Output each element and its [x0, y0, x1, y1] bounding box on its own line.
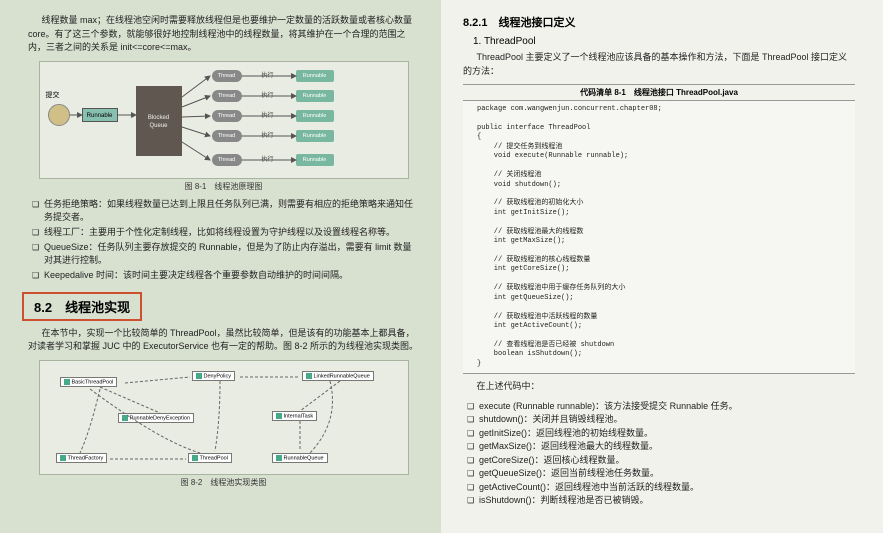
class-box: BasicThreadPool — [60, 377, 118, 387]
intro-paragraph: 线程数量 max；在线程池空闲时需要释放线程但是也要维护一定数量的活跃数量或者核… — [28, 14, 419, 55]
code-listing-title: 代码清单 8-1 线程池接口 ThreadPool.java — [463, 84, 855, 101]
after-code-para: 在上述代码中： — [463, 380, 855, 394]
exec-label: 执行 — [262, 110, 274, 119]
class-box: ThreadPool — [188, 453, 232, 463]
list-item: getActiveCount()：返回线程池中当前活跃的线程数量。 — [467, 481, 855, 495]
section-8-2-1-heading: 8.2.1 线程池接口定义 — [463, 14, 855, 30]
list-item: shutdown()：关闭并且销毁线程池。 — [467, 413, 855, 427]
class-box: DenyPolicy — [192, 371, 236, 381]
blocked-queue: Blocked Queue — [136, 86, 182, 156]
list-item: getQueueSize()：返回当前线程池任务数量。 — [467, 467, 855, 481]
feature-list: 任务拒绝策略：如果线程数量已达到上限且任务队列已满，则需要有相应的拒绝策略来通知… — [32, 198, 419, 282]
class-box: LinkedRunnableQueue — [302, 371, 374, 381]
threadpool-desc: ThreadPool 主要定义了一个线程池应该具备的基本操作和方法，下面是 Th… — [463, 51, 855, 78]
thread-bubble: Thread — [212, 110, 242, 122]
class-box: RunnableQueue — [272, 453, 328, 463]
list-item: QueueSize：任务队列主要存放提交的 Runnable，但是为了防止内存溢… — [32, 241, 419, 267]
list-item: getCoreSize()：返回核心线程数量。 — [467, 454, 855, 468]
right-page: 8.2.1 线程池接口定义 1. ThreadPool ThreadPool 主… — [441, 0, 883, 533]
list-item: execute (Runnable runnable)：该方法接受提交 Runn… — [467, 400, 855, 414]
thread-bubble: Thread — [212, 70, 242, 82]
section-8-2-intro: 在本节中，实现一个比较简单的 ThreadPool，虽然比较简单，但是该有的功能… — [28, 327, 419, 354]
section-8-2-heading: 8.2 线程池实现 — [22, 292, 142, 321]
method-list: execute (Runnable runnable)：该方法接受提交 Runn… — [467, 400, 855, 508]
figure-8-1: 提交 Runnable Blocked Queue Thread Thread … — [39, 61, 409, 179]
exec-label: 执行 — [262, 70, 274, 79]
list-item: Keepedalive 时间：该时间主要决定线程各个重要参数自动维护的时间间隔。 — [32, 269, 419, 282]
list-item: getMaxSize()：返回线程池最大的线程数量。 — [467, 440, 855, 454]
runnable-box: Runnable — [296, 130, 334, 142]
submit-label: 提交 — [46, 90, 60, 100]
list-item: getInitSize()：返回线程池的初始线程数量。 — [467, 427, 855, 441]
runnable-box: Runnable — [296, 154, 334, 166]
thread-bubble: Thread — [212, 154, 242, 166]
code-listing: package com.wangwenjun.concurrent.chapte… — [463, 101, 855, 374]
list-item: 任务拒绝策略：如果线程数量已达到上限且任务队列已满，则需要有相应的拒绝策略来通知… — [32, 198, 419, 224]
fig81-caption: 图 8-1 线程池原理图 — [28, 181, 419, 192]
fig82-caption: 图 8-2 线程池实现类图 — [28, 477, 419, 488]
list-item: 线程工厂：主要用于个性化定制线程，比如将线程设置为守护线程以及设置线程名称等。 — [32, 226, 419, 239]
thread-bubble: Thread — [212, 90, 242, 102]
left-page: 线程数量 max；在线程池空闲时需要释放线程但是也要维护一定数量的活跃数量或者核… — [0, 0, 441, 533]
runnable-box: Runnable — [296, 70, 334, 82]
exec-label: 执行 — [262, 154, 274, 163]
class-box: RunnableDenyException — [118, 413, 195, 423]
submitter-icon — [48, 104, 70, 126]
thread-bubble: Thread — [212, 130, 242, 142]
class-box: InternalTask — [272, 411, 318, 421]
submitted-runnable: Runnable — [82, 108, 118, 122]
class-box: ThreadFactory — [56, 453, 108, 463]
subheading-threadpool: 1. ThreadPool — [473, 36, 855, 47]
list-item: isShutdown()：判断线程池是否已被销毁。 — [467, 494, 855, 508]
exec-label: 执行 — [262, 130, 274, 139]
figure-8-2: BasicThreadPool DenyPolicy LinkedRunnabl… — [39, 360, 409, 475]
exec-label: 执行 — [262, 90, 274, 99]
runnable-box: Runnable — [296, 110, 334, 122]
runnable-box: Runnable — [296, 90, 334, 102]
